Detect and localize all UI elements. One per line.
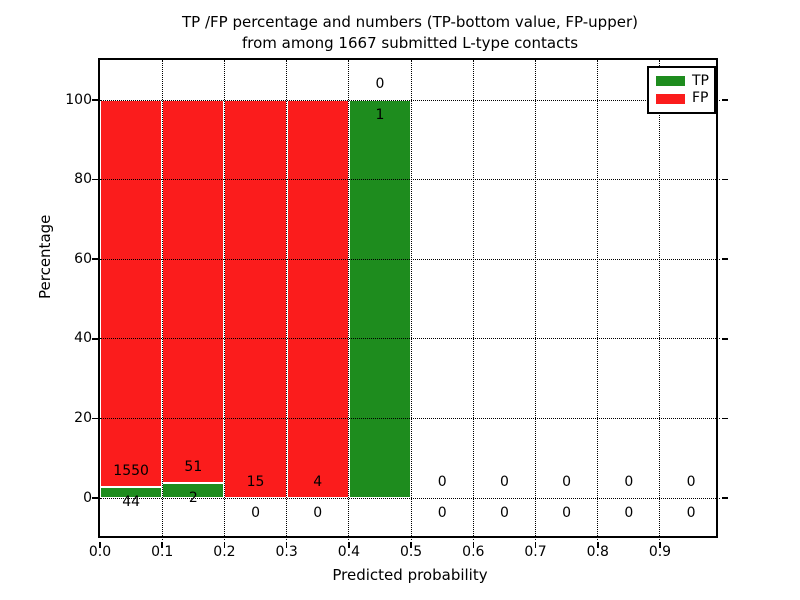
y-tick-mark (92, 417, 98, 420)
tp-count-annotation: 0 (251, 505, 260, 522)
y-tick-mark (92, 338, 98, 340)
y-tick-label: 20 (74, 409, 92, 426)
y-tick-label: 80 (74, 171, 92, 188)
x-tick-mark (472, 542, 475, 548)
chart-title: TP /FP percentage and numbers (TP-bottom… (100, 12, 720, 54)
legend-item-fp: FP (656, 90, 709, 107)
gridline-vertical (535, 60, 537, 540)
x-tick-mark (285, 542, 288, 548)
x-tick-mark (99, 542, 101, 548)
bar-segment-fp (286, 100, 349, 498)
tp-count-annotation: 1 (375, 107, 385, 124)
gridline-horizontal (100, 417, 720, 419)
tp-count-annotation: 0 (313, 505, 323, 522)
fp-swatch-icon (656, 93, 685, 104)
x-tick-mark (348, 542, 350, 548)
bar-segment-tp (100, 487, 163, 498)
tp-swatch-icon (656, 76, 685, 87)
fp-count-annotation: 1550 (113, 462, 149, 479)
x-tick-label: 0.2 (213, 544, 236, 560)
chart-title-line2: from among 1667 submitted L-type contact… (241, 34, 579, 52)
x-tick-mark (597, 542, 599, 548)
x-tick-label: 0.0 (88, 544, 112, 560)
gridline-vertical (161, 60, 163, 540)
y-tick-mark-right (722, 417, 728, 420)
y-tick-label: 100 (65, 91, 92, 108)
fp-count-annotation: 0 (499, 473, 509, 490)
y-tick-label: 40 (74, 330, 92, 347)
bar-segment-tp (348, 100, 412, 498)
fp-count-annotation: 0 (437, 473, 447, 490)
gridline-horizontal (100, 338, 720, 340)
chart-title-line1: TP /FP percentage and numbers (TP-bottom… (182, 13, 638, 31)
fp-count-annotation: 15 (246, 473, 265, 490)
legend: TP FP (647, 66, 716, 114)
bar-segment-fp (224, 100, 287, 498)
y-tick-mark-right (722, 258, 728, 260)
y-tick-mark (92, 497, 98, 499)
y-tick-mark-right (722, 497, 728, 499)
tp-count-annotation: 2 (188, 490, 198, 507)
x-tick-mark (659, 542, 661, 548)
x-tick-label: 0.8 (586, 544, 609, 560)
y-tick-mark-right (722, 178, 728, 181)
gridline-horizontal (100, 497, 720, 499)
gridline-horizontal (100, 99, 720, 101)
fp-count-annotation: 0 (562, 473, 572, 490)
x-tick-label: 0.3 (275, 544, 298, 560)
fp-count-annotation: 0 (686, 473, 696, 490)
x-tick-mark (410, 542, 412, 548)
x-tick-mark (161, 542, 163, 548)
x-tick-mark (223, 542, 226, 548)
tp-count-annotation: 0 (624, 505, 634, 522)
x-tick-label: 0.9 (648, 544, 672, 560)
y-tick-mark-right (722, 338, 728, 340)
x-tick-label: 0.6 (462, 544, 485, 560)
bar-segment-fp (100, 100, 163, 487)
fp-count-annotation: 51 (184, 458, 203, 475)
x-tick-label: 0.1 (151, 544, 174, 560)
x-tick-label: 0.5 (399, 544, 423, 560)
gridline-vertical (410, 60, 412, 540)
gridline-vertical (659, 60, 661, 540)
x-tick-label: 0.4 (337, 544, 360, 560)
bar-segment-fp (162, 100, 225, 483)
tp-count-annotation: 44 (122, 494, 141, 511)
y-tick-mark (92, 258, 98, 260)
legend-label-fp: FP (692, 90, 709, 107)
y-tick-mark (92, 99, 98, 101)
bar-segment-tp (162, 482, 225, 498)
tp-count-annotation: 0 (499, 505, 509, 522)
y-tick-label: 0 (83, 489, 92, 506)
y-tick-mark (92, 178, 98, 181)
gridline-vertical (597, 60, 599, 540)
gridline-vertical (348, 60, 350, 540)
gridline-vertical (286, 60, 288, 540)
gridline-vertical (472, 60, 474, 540)
fp-count-annotation: 4 (313, 473, 323, 490)
y-tick-label: 60 (74, 250, 92, 267)
legend-label-tp: TP (692, 72, 709, 89)
plot-area: 1550 44 51 2 15 0 4 0 0 1 0 0 0 0 0 0 0 0 0 0 (92, 58, 728, 548)
fp-count-annotation: 0 (375, 75, 385, 92)
fp-count-annotation: 0 (624, 473, 634, 490)
gridline-horizontal (100, 179, 720, 181)
y-tick-mark-right (722, 99, 728, 101)
gridline-vertical (223, 60, 225, 540)
tp-count-annotation: 0 (562, 505, 572, 522)
tp-count-annotation: 0 (686, 505, 696, 522)
x-tick-label: 0.7 (524, 544, 547, 560)
gridline-horizontal (100, 258, 720, 260)
tp-count-annotation: 0 (437, 505, 447, 522)
x-tick-mark (534, 542, 537, 548)
legend-item-tp: TP (656, 72, 709, 89)
x-axis-label: Predicted probability (332, 566, 488, 584)
